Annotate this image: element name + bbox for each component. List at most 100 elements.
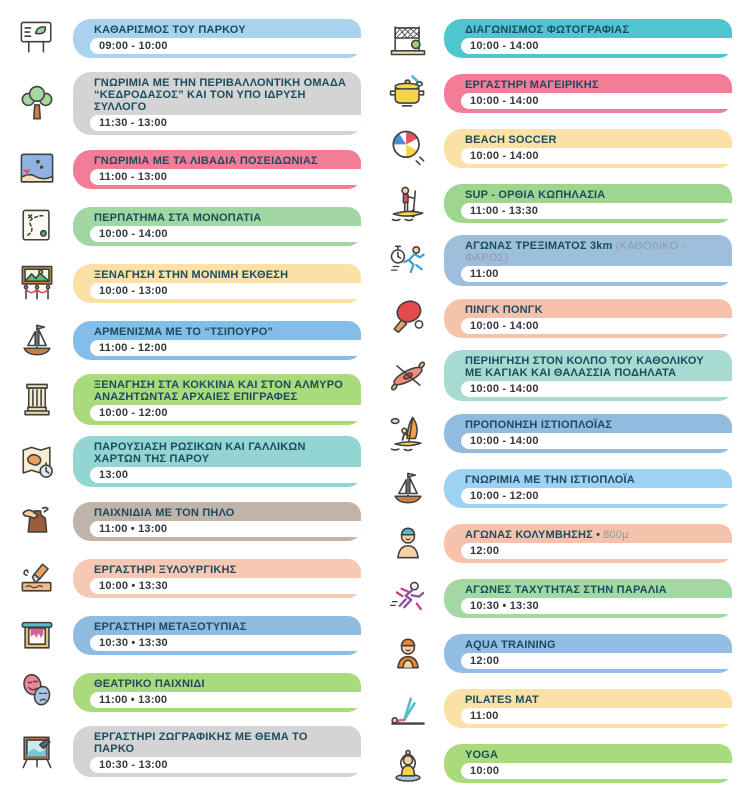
- activity-banner: ΠΑΙΧΝΙΔΙΑ ΜΕ ΤΟΝ ΠΗΛΟ 11:00 • 13:00: [73, 501, 361, 541]
- beach-ball-icon: [385, 125, 431, 171]
- activity-banner: ΠΕΡΠΑΤΗΜΑ ΣΤΑ ΜΟΝΟΠΑΤΙΑ 10:00 - 14:00: [73, 206, 361, 246]
- wood-carving-icon: [14, 555, 60, 601]
- activity-title: ΑΡΜΕΝΙΣΜΑ ΜΕ ΤΟ “ΤΣΙΠΟΥΡΟ”: [94, 325, 274, 338]
- activity-row: ΓΝΩΡΙΜΙΑ ΜΕ ΤΑ ΛΙΒΑΔΙΑ ΠΟΣΕΙΔΩΝΙΑΣ 11:00 …: [14, 146, 361, 192]
- park-sign-icon: [14, 15, 60, 61]
- activity-time: 09:00 - 10:00: [90, 37, 361, 54]
- activity-row: ΠΕΡΠΑΤΗΜΑ ΣΤΑ ΜΟΝΟΠΑΤΙΑ 10:00 - 14:00: [14, 203, 361, 249]
- activity-row: ΓΝΩΡΙΜΙΑ ΜΕ ΤΗΝ ΙΣΤΙΟΠΛΟΪΑ 10:00 - 12:00: [385, 465, 732, 511]
- exhibition-icon: [14, 260, 60, 306]
- activity-time: 10:00 - 14:00: [461, 317, 732, 334]
- activity-banner: BEACH SOCCER 10:00 - 14:00: [444, 128, 732, 168]
- clay-hands-icon: [14, 498, 60, 544]
- activity-time: 13:00: [90, 467, 361, 483]
- activity-time: 10:00 - 14:00: [90, 225, 361, 242]
- activity-banner: ΠΕΡΙΗΓΗΣΗ ΣΤΟΝ ΚΟΛΠΟ ΤΟΥ ΚΑΘΟΛΙΚΟΥ ΜΕ ΚΑ…: [444, 350, 732, 401]
- sup-icon: [385, 180, 431, 226]
- activity-time: 10:00 - 13:00: [90, 282, 361, 299]
- pilates-icon: [385, 685, 431, 731]
- activity-row: ΠΑΙΧΝΙΔΙΑ ΜΕ ΤΟΝ ΠΗΛΟ 11:00 • 13:00: [14, 498, 361, 544]
- tree-icon: [14, 81, 60, 127]
- activity-row: BEACH SOCCER 10:00 - 14:00: [385, 125, 732, 171]
- activity-time: 11:30 - 13:00: [90, 115, 361, 131]
- activity-row: YOGA 10:00: [385, 740, 732, 786]
- activity-banner: ΔΙΑΓΩΝΙΣΜΟΣ ΦΩΤΟΓΡΑΦΙΑΣ 10:00 - 14:00: [444, 18, 732, 58]
- yoga-icon: [385, 740, 431, 786]
- activity-title-note: (ΚΑΘΟΛΙΚΟ - ΦΑΡΟΣ): [465, 240, 686, 264]
- activity-time: 10:00 - 12:00: [461, 487, 732, 504]
- activity-time: 11:00 • 13:00: [90, 520, 361, 537]
- activity-time: 10:00 - 14:00: [461, 381, 732, 397]
- activity-title: ΑΓΩΝΑΣ ΚΟΛΥΜΒΗΣΗΣ • 800μ: [465, 528, 629, 541]
- activity-title: AQUA TRAINING: [465, 638, 556, 651]
- activity-time: 11:00: [461, 266, 732, 282]
- activity-banner: ΚΑΘΑΡΙΣΜΟΣ ΤΟΥ ΠΑΡΚΟΥ 09:00 - 10:00: [73, 18, 361, 58]
- activity-banner: ΑΡΜΕΝΙΣΜΑ ΜΕ ΤΟ “ΤΣΙΠΟΥΡΟ” 11:00 - 12:00: [73, 320, 361, 360]
- activity-row: ΠΙΝΓΚ ΠΟΝΓΚ 10:00 - 14:00: [385, 295, 732, 341]
- activity-row: ΑΓΩΝΕΣ ΤΑΧΥΤΗΤΑΣ ΣΤΗΝ ΠΑΡΑΛΙΑ 10:30 • 13:…: [385, 575, 732, 621]
- seabed-icon: [14, 146, 60, 192]
- schedule-column-left: ΚΑΘΑΡΙΣΜΟΣ ΤΟΥ ΠΑΡΚΟΥ 09:00 - 10:00 ΓΝΩΡΙΜ…: [14, 15, 361, 786]
- activity-title: ΠΡΟΠΟΝΗΣΗ ΙΣΤΙΟΠΛΟΪΑΣ: [465, 418, 613, 431]
- activity-banner: ΓΝΩΡΙΜΙΑ ΜΕ ΤΗΝ ΠΕΡΙΒΑΛΛΟΝΤΙΚΗ ΟΜΑΔΑ “ΚΕ…: [73, 72, 361, 135]
- activity-title: ΞΕΝΑΓΗΣΗ ΣΤΑ ΚΟΚΚΙΝΑ ΚΑΙ ΣΤΟΝ ΑΛΜΥΡΟ ΑΝΑ…: [94, 379, 343, 403]
- activity-banner: SUP - ΟΡΘΙΑ ΚΩΠΗΛΑΣΙΑ 11:00 - 13:30: [444, 183, 732, 223]
- activity-time: 10:30 - 13:00: [90, 757, 361, 773]
- activity-banner: ΕΡΓΑΣΤΗΡΙ ΜΑΓΕΙΡΙΚΗΣ 10:00 - 14:00: [444, 73, 732, 113]
- activity-banner: ΕΡΓΑΣΤΗΡΙ ΖΩΓΡΑΦΙΚΗΣ ΜΕ ΘΕΜΑ ΤΟ ΠΑΡΚΟ 10:…: [73, 726, 361, 777]
- activity-title: ΠΑΡΟΥΣΙΑΣΗ ΡΩΣΙΚΩΝ ΚΑΙ ΓΑΛΛΙΚΩΝ ΧΑΡΤΩΝ Τ…: [94, 441, 306, 465]
- activity-title: BEACH SOCCER: [465, 133, 557, 146]
- activity-row: ΠΕΡΙΗΓΗΣΗ ΣΤΟΝ ΚΟΛΠΟ ΤΟΥ ΚΑΘΟΛΙΚΟΥ ΜΕ ΚΑ…: [385, 350, 732, 401]
- activity-row: ΕΡΓΑΣΤΗΡΙ ΜΑΓΕΙΡΙΚΗΣ 10:00 - 14:00: [385, 70, 732, 116]
- activity-title: ΚΑΘΑΡΙΣΜΟΣ ΤΟΥ ΠΑΡΚΟΥ: [94, 23, 246, 36]
- activity-row: ΞΕΝΑΓΗΣΗ ΣΤΗΝ ΜΟΝΙΜΗ ΕΚΘΕΣΗ 10:00 - 13:00: [14, 260, 361, 306]
- activity-time: 10:00 - 14:00: [461, 37, 732, 54]
- activity-title-note: 800μ: [603, 528, 629, 541]
- activity-title: ΠΙΝΓΚ ΠΟΝΓΚ: [465, 303, 543, 316]
- column-icon: [14, 377, 60, 423]
- activity-time: 10:00 - 14:00: [461, 92, 732, 109]
- activity-row: ΘΕΑΤΡΙΚΟ ΠΑΙΧΝΙΔΙ 11:00 • 13:00: [14, 669, 361, 715]
- activity-title: ΔΙΑΓΩΝΙΣΜΟΣ ΦΩΤΟΓΡΑΦΙΑΣ: [465, 23, 630, 36]
- activity-title: ΕΡΓΑΣΤΗΡΙ ΖΩΓΡΑΦΙΚΗΣ ΜΕ ΘΕΜΑ ΤΟ ΠΑΡΚΟ: [94, 731, 308, 755]
- activity-row: PILATES MAT 11:00: [385, 685, 732, 731]
- activity-time: 10:00 - 12:00: [90, 405, 361, 421]
- activity-title: SUP - ΟΡΘΙΑ ΚΩΠΗΛΑΣΙΑ: [465, 188, 606, 201]
- activity-banner: ΘΕΑΤΡΙΚΟ ΠΑΙΧΝΙΔΙ 11:00 • 13:00: [73, 672, 361, 712]
- activity-title: ΞΕΝΑΓΗΣΗ ΣΤΗΝ ΜΟΝΙΜΗ ΕΚΘΕΣΗ: [94, 268, 289, 281]
- trail-map-icon: [14, 203, 60, 249]
- activity-banner: ΞΕΝΑΓΗΣΗ ΣΤΗΝ ΜΟΝΙΜΗ ΕΚΘΕΣΗ 10:00 - 13:00: [73, 263, 361, 303]
- activity-row: ΑΡΜΕΝΙΣΜΑ ΜΕ ΤΟ “ΤΣΙΠΟΥΡΟ” 11:00 - 12:00: [14, 317, 361, 363]
- activity-row: ΓΝΩΡΙΜΙΑ ΜΕ ΤΗΝ ΠΕΡΙΒΑΛΛΟΝΤΙΚΗ ΟΜΑΔΑ “ΚΕ…: [14, 72, 361, 135]
- kayak-icon: [385, 353, 431, 399]
- activity-title: PILATES MAT: [465, 693, 539, 706]
- activity-time: 10:00 - 14:00: [461, 432, 732, 449]
- activity-banner: ΓΝΩΡΙΜΙΑ ΜΕ ΤΗΝ ΙΣΤΙΟΠΛΟΪΑ 10:00 - 12:00: [444, 468, 732, 508]
- activity-title: ΓΝΩΡΙΜΙΑ ΜΕ ΤΗΝ ΙΣΤΙΟΠΛΟΪΑ: [465, 473, 635, 486]
- activity-time: 11:00 - 13:30: [461, 202, 732, 219]
- cooking-pot-icon: [385, 70, 431, 116]
- activity-time: 12:00: [461, 652, 732, 669]
- sailboat-icon: [14, 317, 60, 363]
- activity-title: ΕΡΓΑΣΤΗΡΙ ΜΑΓΕΙΡΙΚΗΣ: [465, 78, 599, 91]
- photo-net-icon: [385, 15, 431, 61]
- activity-banner: ΓΝΩΡΙΜΙΑ ΜΕ ΤΑ ΛΙΒΑΔΙΑ ΠΟΣΕΙΔΩΝΙΑΣ 11:00 …: [73, 149, 361, 189]
- activity-time: 11:00 - 12:00: [90, 339, 361, 356]
- run-stopwatch-icon: [385, 238, 431, 284]
- activity-row: ΚΑΘΑΡΙΣΜΟΣ ΤΟΥ ΠΑΡΚΟΥ 09:00 - 10:00: [14, 15, 361, 61]
- activity-title: ΓΝΩΡΙΜΙΑ ΜΕ ΤΑ ΛΙΒΑΔΙΑ ΠΟΣΕΙΔΩΝΙΑΣ: [94, 154, 318, 167]
- schedule-column-right: ΔΙΑΓΩΝΙΣΜΟΣ ΦΩΤΟΓΡΑΦΙΑΣ 10:00 - 14:00 ΕΡΓΑ…: [385, 15, 732, 786]
- activity-row: ΕΡΓΑΣΤΗΡΙ ΜΕΤΑΞΟΤΥΠΙΑΣ 10:30 • 13:30: [14, 612, 361, 658]
- activity-time: 10:00 • 13:30: [90, 577, 361, 594]
- activity-title: ΠΕΡΙΗΓΗΣΗ ΣΤΟΝ ΚΟΛΠΟ ΤΟΥ ΚΑΘΟΛΙΚΟΥ ΜΕ ΚΑ…: [465, 355, 704, 379]
- activity-row: ΑΓΩΝΑΣ ΚΟΛΥΜΒΗΣΗΣ • 800μ 12:00: [385, 520, 732, 566]
- old-map-icon: [14, 439, 60, 485]
- activity-title: ΑΓΩΝΑΣ ΤΡΕΞΙΜΑΤΟΣ 3km (ΚΑΘΟΛΙΚΟ - ΦΑΡΟΣ): [465, 240, 686, 264]
- aqua-training-icon: [385, 630, 431, 676]
- activity-time: 11:00: [461, 707, 732, 724]
- activity-title: YOGA: [465, 748, 499, 761]
- activity-banner: ΠΑΡΟΥΣΙΑΣΗ ΡΩΣΙΚΩΝ ΚΑΙ ΓΑΛΛΙΚΩΝ ΧΑΡΤΩΝ Τ…: [73, 436, 361, 487]
- activity-time: 10:00 - 14:00: [461, 147, 732, 164]
- activity-banner: ΕΡΓΑΣΤΗΡΙ ΞΥΛΟΥΡΓΙΚΗΣ 10:00 • 13:30: [73, 558, 361, 598]
